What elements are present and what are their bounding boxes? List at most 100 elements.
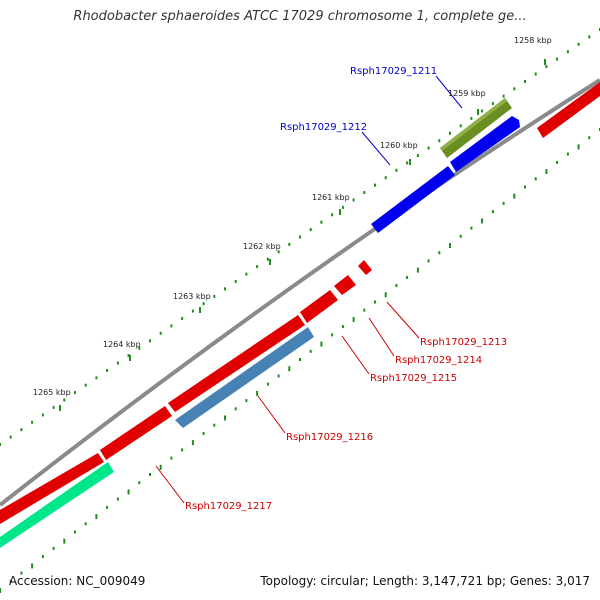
minor-tick xyxy=(95,376,98,380)
gene-label-1215[interactable]: Rsph17029_1215 xyxy=(370,373,457,384)
minor-tick xyxy=(31,563,34,569)
minor-tick xyxy=(395,168,398,172)
minor-tick xyxy=(266,382,269,386)
gene-rsph17029-1214[interactable] xyxy=(334,275,356,295)
accession-text: Accession: NC_009049 xyxy=(9,574,146,588)
tick-label-1260: 1260 kbp xyxy=(380,141,418,150)
minor-tick xyxy=(459,234,462,238)
minor-tick xyxy=(224,415,226,421)
minor-tick xyxy=(20,571,23,575)
minor-tick xyxy=(374,300,376,304)
major-tick xyxy=(544,59,546,65)
minor-tick xyxy=(84,383,87,387)
minor-tick xyxy=(52,405,55,409)
gene-label-1216[interactable]: Rsph17029_1216 xyxy=(286,432,373,443)
minor-tick xyxy=(438,251,441,255)
minor-tick xyxy=(0,443,1,446)
minor-tick xyxy=(202,302,205,306)
minor-tick xyxy=(191,309,194,313)
minor-tick xyxy=(138,346,141,350)
gene-rsph17029-1212[interactable] xyxy=(371,116,520,233)
minor-tick xyxy=(502,94,505,98)
gene-label-1212[interactable]: Rsph17029_1212 xyxy=(280,122,367,133)
minor-tick xyxy=(341,325,344,329)
minor-tick xyxy=(299,235,301,239)
minor-tick-rows xyxy=(0,28,600,593)
gene-forward-right[interactable] xyxy=(537,82,600,138)
tick-label-1259: 1259 kbp xyxy=(448,89,486,98)
minor-tick xyxy=(416,267,419,273)
minor-tick xyxy=(513,193,516,199)
minor-tick xyxy=(9,435,12,439)
minor-tick xyxy=(106,505,109,509)
minor-tick xyxy=(149,339,151,343)
minor-tick xyxy=(213,423,216,427)
minor-tick xyxy=(556,160,559,164)
minor-tick xyxy=(363,191,366,194)
minor-tick xyxy=(288,366,291,372)
minor-tick xyxy=(84,522,87,526)
minor-tick xyxy=(202,431,205,435)
minor-tick xyxy=(491,102,494,106)
gene-rsph17029-1215[interactable] xyxy=(168,290,338,412)
minor-tick xyxy=(352,198,355,202)
gene-label-1214[interactable]: Rsph17029_1214 xyxy=(395,355,482,366)
minor-tick xyxy=(341,205,344,209)
minor-tick xyxy=(363,308,366,312)
minor-tick xyxy=(256,390,259,396)
minor-tick xyxy=(384,292,387,298)
minor-tick xyxy=(566,152,569,156)
minor-tick xyxy=(266,257,269,261)
minor-tick xyxy=(449,243,451,248)
minor-tick xyxy=(52,546,55,550)
minor-tick xyxy=(9,579,12,583)
minor-tick xyxy=(545,169,548,175)
minor-tick xyxy=(299,358,301,361)
major-tick xyxy=(339,209,341,215)
minor-tick xyxy=(63,398,66,402)
minor-tick xyxy=(556,57,559,61)
minor-tick xyxy=(213,294,216,298)
minor-tick xyxy=(545,65,548,69)
gene-label-1213[interactable]: Rsph17029_1213 xyxy=(420,337,507,348)
minor-tick xyxy=(234,407,237,411)
gene-rsph17029-1211[interactable] xyxy=(440,98,512,158)
minor-tick xyxy=(481,109,484,113)
minor-tick xyxy=(577,42,580,46)
minor-tick xyxy=(159,331,162,335)
minor-tick xyxy=(256,265,259,269)
minor-tick xyxy=(181,448,184,452)
gene-rsph17029-1217[interactable] xyxy=(0,406,172,548)
minor-tick xyxy=(331,333,334,337)
tick-label-1258: 1258 kbp xyxy=(514,36,552,45)
tick-label-1264: 1264 kbp xyxy=(103,340,141,349)
tick-label-1262: 1262 kbp xyxy=(243,242,281,251)
minor-tick xyxy=(116,361,119,365)
major-tick xyxy=(129,355,131,361)
minor-tick xyxy=(74,391,76,395)
gene-label-1217[interactable]: Rsph17029_1217 xyxy=(185,501,272,512)
gene-rsph17029-1213[interactable] xyxy=(358,260,372,275)
minor-tick xyxy=(309,349,312,353)
gene-label-1211[interactable]: Rsph17029_1211 xyxy=(350,66,437,77)
minor-tick xyxy=(481,218,484,224)
minor-tick xyxy=(181,317,184,320)
minor-tick xyxy=(588,136,591,140)
minor-tick xyxy=(149,473,151,476)
minor-tick xyxy=(288,242,291,246)
minor-tick xyxy=(277,374,280,378)
major-tick xyxy=(409,159,411,165)
minor-tick xyxy=(470,116,473,120)
minor-tick xyxy=(127,489,130,495)
minor-tick xyxy=(427,259,430,263)
major-tick xyxy=(477,109,479,115)
minor-tick xyxy=(245,272,248,276)
minor-tick xyxy=(588,35,591,39)
gene-rsph17029-1216[interactable] xyxy=(175,327,314,428)
minor-tick xyxy=(449,131,451,135)
major-tick xyxy=(59,405,61,411)
minor-tick xyxy=(491,210,494,214)
minor-tick xyxy=(320,220,323,224)
summary-text: Topology: circular; Length: 3,147,721 bp… xyxy=(260,574,590,588)
